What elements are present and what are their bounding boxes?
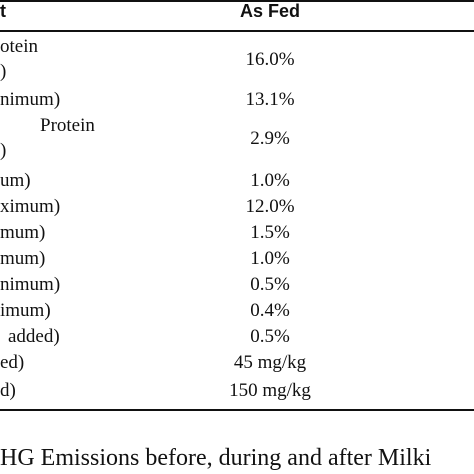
value-cell: 13.1% — [245, 89, 295, 110]
header-cell: As Fed — [239, 1, 301, 21]
value-cell: 0.5% — [250, 326, 290, 347]
value-cell: 1.0% — [250, 248, 290, 269]
label-cell: mum) — [0, 222, 46, 243]
value-cell: 0.5% — [250, 274, 290, 295]
header-rule — [0, 30, 474, 32]
label-cell: nimum) — [0, 274, 61, 295]
label-cell: ximum) — [0, 196, 61, 217]
label-cell: d) — [0, 380, 16, 401]
label-cell: ed) — [0, 352, 25, 373]
label-cell: added) — [8, 326, 60, 347]
value-cell: 1.5% — [250, 222, 290, 243]
label-cell: nimum) — [0, 89, 61, 110]
header-cell: t — [0, 1, 6, 21]
value-cell: 16.0% — [245, 49, 295, 70]
label-cell: ) — [0, 140, 7, 161]
label-cell: Protein — [40, 115, 95, 136]
label-cell: otein — [0, 36, 38, 57]
value-cell: 150 mg/kg — [229, 380, 311, 401]
value-cell: 0.4% — [250, 300, 290, 321]
value-cell: 2.9% — [250, 128, 290, 149]
value-cell: 12.0% — [245, 196, 295, 217]
label-cell: mum) — [0, 248, 46, 269]
caption: HG Emissions before, during and after Mi… — [0, 445, 432, 471]
bottom-rule — [0, 409, 474, 411]
label-cell: ) — [0, 61, 7, 82]
label-cell: um) — [0, 170, 31, 191]
top-rule — [0, 0, 474, 2]
value-cell: 1.0% — [250, 170, 290, 191]
label-cell: imum) — [0, 300, 51, 321]
value-cell: 45 mg/kg — [233, 352, 307, 373]
